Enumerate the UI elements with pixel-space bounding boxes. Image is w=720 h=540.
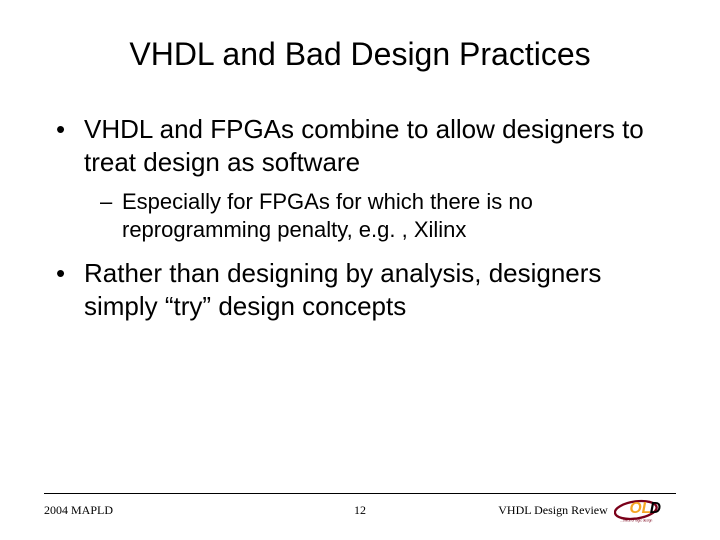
svg-text:OL: OL [629,500,651,517]
bullet-text: VHDL and FPGAs combine to allow designer… [84,113,672,178]
logo-icon: OL D ...office of logic design [614,496,676,524]
bullet-marker: • [56,257,84,322]
bullet-text: Especially for FPGAs for which there is … [122,188,672,243]
footer-left-text: 2004 MAPLD [44,503,255,518]
svg-text:...office of logic design: ...office of logic design [620,519,652,523]
bullet-level2: – Especially for FPGAs for which there i… [100,188,672,243]
slide: VHDL and Bad Design Practices • VHDL and… [0,0,720,540]
footer-row: 2004 MAPLD 12 VHDL Design Review OL D ..… [44,496,676,524]
footer-right-text: VHDL Design Review [498,503,608,518]
slide-title: VHDL and Bad Design Practices [48,36,672,73]
bullet-marker: • [56,113,84,178]
bullet-level1: • VHDL and FPGAs combine to allow design… [56,113,672,178]
bullet-marker: – [100,188,122,243]
bullet-text: Rather than designing by analysis, desig… [84,257,672,322]
slide-content: • VHDL and FPGAs combine to allow design… [48,113,672,322]
footer-right: VHDL Design Review OL D ...office of log… [465,496,676,524]
footer-page-number: 12 [255,503,466,518]
footer-rule [44,493,676,494]
slide-footer: 2004 MAPLD 12 VHDL Design Review OL D ..… [0,493,720,524]
svg-text:D: D [650,500,661,517]
bullet-level1: • Rather than designing by analysis, des… [56,257,672,322]
